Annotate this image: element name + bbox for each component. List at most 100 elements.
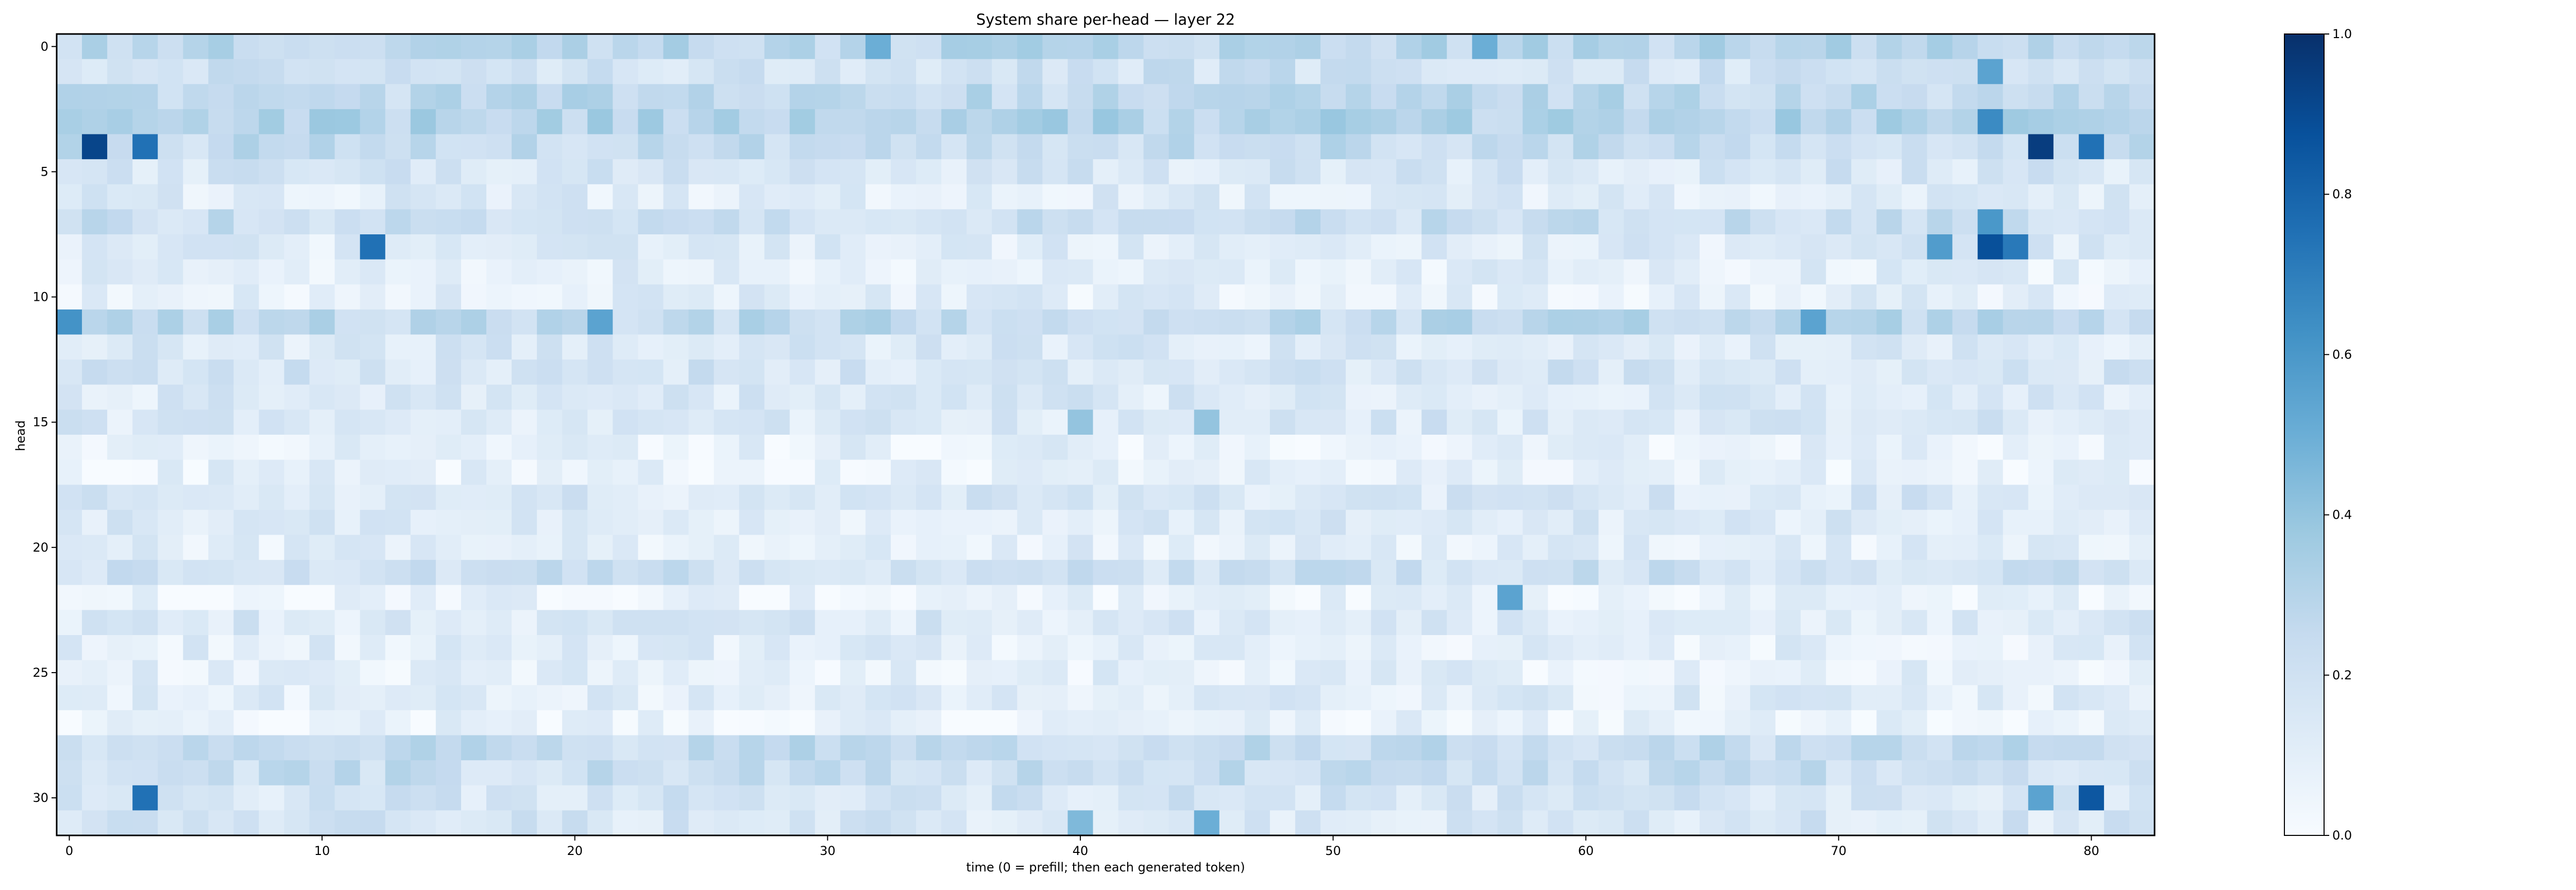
heatmap-cell — [1295, 159, 1321, 185]
heatmap-cell — [1775, 59, 1801, 84]
heatmap-cell — [1219, 259, 1245, 285]
heatmap-cell — [2028, 810, 2054, 836]
heatmap-cell — [461, 134, 487, 160]
heatmap-cell — [739, 34, 765, 60]
heatmap-cell — [2028, 309, 2054, 335]
heatmap-cell — [1269, 360, 1296, 385]
heatmap-cell — [537, 360, 563, 385]
heatmap-cell — [360, 585, 386, 610]
heatmap-cell — [1724, 810, 1751, 836]
heatmap-cell — [865, 409, 891, 435]
heatmap-cell — [2104, 660, 2130, 686]
heatmap-cell — [1017, 334, 1043, 360]
heatmap-cell — [1977, 134, 2004, 160]
heatmap-cell — [410, 209, 436, 235]
heatmap-cell — [1371, 409, 1397, 435]
heatmap-cell — [992, 459, 1018, 485]
heatmap-cell — [638, 309, 664, 335]
heatmap-cell — [1573, 409, 1599, 435]
heatmap-cell — [435, 134, 462, 160]
heatmap-cell — [1017, 84, 1043, 110]
heatmap-cell — [1269, 585, 1296, 610]
heatmap-cell — [82, 259, 108, 285]
heatmap-cell — [1042, 34, 1069, 60]
heatmap-cell — [1371, 84, 1397, 110]
heatmap-cell — [1447, 209, 1472, 235]
heatmap-cell — [1219, 610, 1245, 636]
heatmap-cell — [613, 59, 638, 84]
heatmap-cell — [1295, 134, 1321, 160]
heatmap-cell — [1244, 560, 1270, 586]
heatmap-cell — [1118, 435, 1144, 460]
heatmap-cell — [183, 34, 209, 60]
heatmap-cell — [360, 34, 386, 60]
heatmap-cell — [1573, 284, 1599, 310]
heatmap-cell — [57, 284, 82, 310]
heatmap-cell — [638, 409, 664, 435]
heatmap-cell — [1067, 785, 1094, 811]
heatmap-cell — [1598, 409, 1624, 435]
heatmap-cell — [1497, 134, 1523, 160]
heatmap-cell — [562, 660, 588, 686]
heatmap-cell — [1876, 785, 1902, 811]
heatmap-cell — [2003, 360, 2029, 385]
heatmap-cell — [587, 234, 613, 260]
heatmap-cell — [1346, 660, 1371, 686]
heatmap-cell — [1977, 685, 2004, 711]
heatmap-cell — [208, 84, 234, 110]
heatmap-cell — [132, 209, 158, 235]
heatmap-cell — [1775, 560, 1801, 586]
heatmap-cell — [2053, 635, 2079, 661]
heatmap-cell — [739, 259, 765, 285]
heatmap-cell — [1750, 309, 1776, 335]
heatmap-cell — [1168, 435, 1195, 460]
heatmap-cell — [1775, 309, 1801, 335]
heatmap-cell — [1623, 485, 1650, 510]
heatmap-cell — [537, 535, 563, 560]
heatmap-cell — [1927, 635, 1953, 661]
heatmap-cell — [1826, 435, 1852, 460]
heatmap-cell — [1724, 360, 1751, 385]
heatmap-cell — [789, 59, 816, 84]
heatmap-cell — [410, 360, 436, 385]
heatmap-cell — [1194, 810, 1220, 836]
heatmap-cell — [2003, 810, 2029, 836]
heatmap-cell — [132, 184, 158, 210]
heatmap-cell — [2078, 735, 2105, 761]
heatmap-cell — [1194, 660, 1220, 686]
heatmap-cell — [1623, 284, 1650, 310]
heatmap-cell — [1067, 560, 1094, 586]
heatmap-cell — [1320, 184, 1346, 210]
heatmap-cell — [1472, 560, 1498, 586]
heatmap-cell — [158, 660, 183, 686]
heatmap-cell — [1396, 785, 1422, 811]
heatmap-cell — [1447, 710, 1472, 736]
heatmap-cell — [2003, 209, 2029, 235]
heatmap-cell — [1168, 760, 1195, 786]
heatmap-cell — [1396, 535, 1422, 560]
heatmap-cell — [1346, 585, 1371, 610]
heatmap-cell — [259, 685, 285, 711]
heatmap-cell — [967, 710, 992, 736]
heatmap-cell — [840, 309, 866, 335]
heatmap-cell — [183, 409, 209, 435]
heatmap-cell — [1902, 685, 1928, 711]
heatmap-cell — [992, 59, 1018, 84]
heatmap-cell — [1244, 234, 1270, 260]
heatmap-cell — [1168, 59, 1195, 84]
heatmap-cell — [815, 710, 841, 736]
heatmap-cell — [284, 334, 310, 360]
heatmap-cell — [385, 710, 411, 736]
heatmap-cell — [1143, 785, 1170, 811]
heatmap-cell — [1396, 610, 1422, 636]
heatmap-cell — [1902, 509, 1928, 536]
heatmap-cell — [815, 660, 841, 686]
heatmap-cell — [334, 435, 361, 460]
heatmap-cell — [1219, 535, 1245, 560]
heatmap-cell — [1826, 59, 1852, 84]
heatmap-cell — [1623, 560, 1650, 586]
heatmap-cell — [512, 134, 537, 160]
heatmap-cell — [562, 360, 588, 385]
heatmap-cell — [183, 760, 209, 786]
